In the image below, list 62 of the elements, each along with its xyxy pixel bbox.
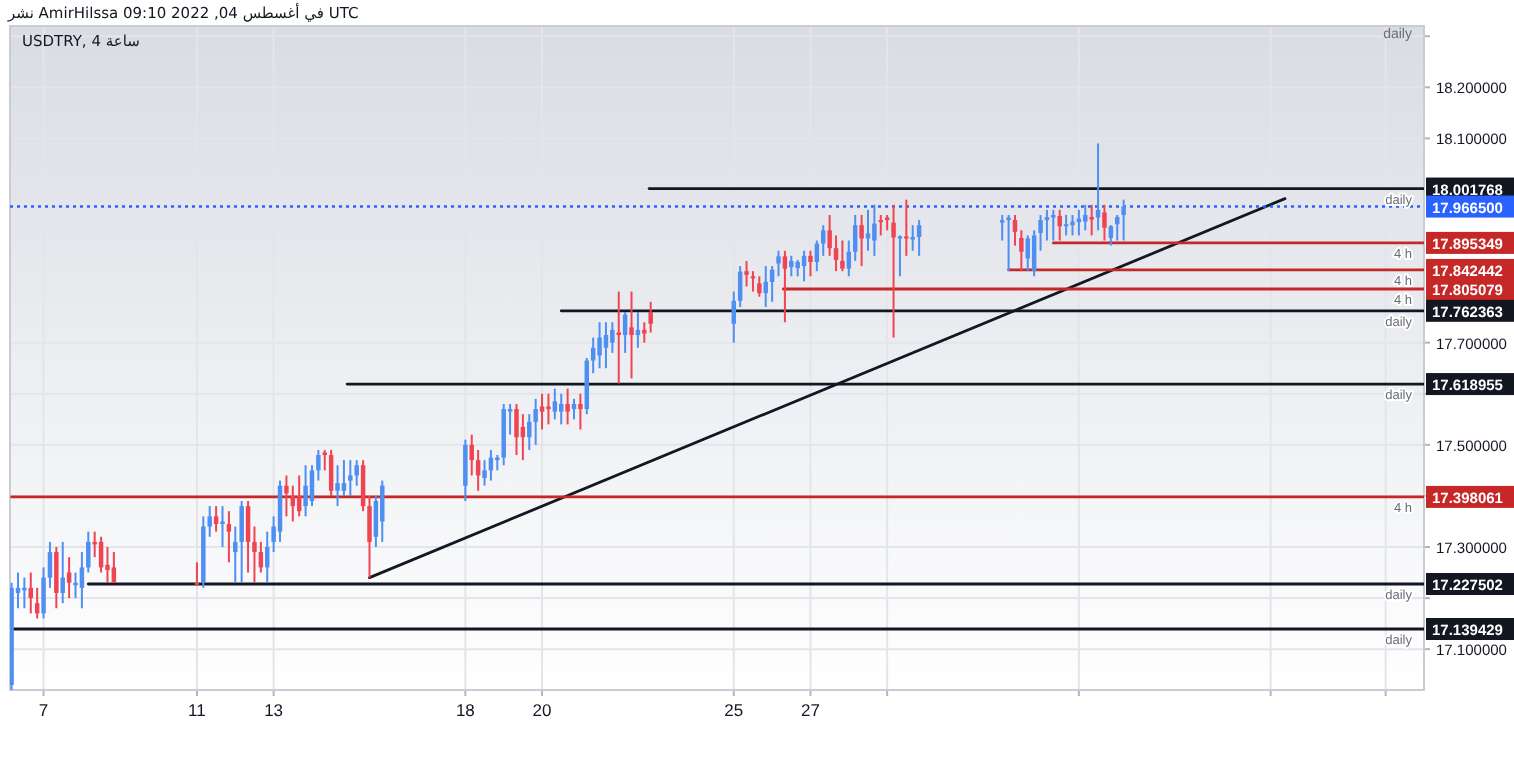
candlestick: [597, 321, 602, 370]
candlestick: [616, 290, 621, 385]
candlestick: [533, 397, 538, 446]
candlestick: [1083, 203, 1088, 232]
candlestick: [220, 505, 225, 548]
candlestick: [782, 249, 788, 324]
candlestick: [872, 203, 877, 257]
candlestick: [558, 392, 564, 426]
candlestick: [744, 259, 749, 288]
candlestick: [1057, 208, 1062, 242]
candlestick: [629, 290, 634, 380]
candlestick: [22, 576, 27, 610]
candlestick: [1089, 203, 1094, 237]
candlestick: [789, 254, 794, 278]
candlestick: [213, 505, 219, 533]
x-tick-label: 7: [38, 700, 49, 720]
x-tick-label: 20: [532, 700, 553, 720]
x-tick-label: 27: [801, 700, 821, 720]
candlestick: [60, 540, 65, 605]
candlestick: [904, 198, 909, 257]
candlestick: [1121, 198, 1126, 242]
candlestick: [514, 402, 519, 457]
candlestick: [226, 510, 232, 564]
candlestick: [1070, 213, 1075, 237]
candlestick: [335, 464, 340, 508]
candlestick: [546, 392, 551, 426]
candlestick: [578, 392, 583, 431]
candlestick: [54, 545, 59, 610]
candlestick: [1006, 213, 1011, 273]
x-tick-label: 25: [724, 700, 744, 720]
candlestick: [552, 387, 558, 421]
candlestick: [916, 219, 922, 257]
candlestick: [284, 474, 289, 518]
candlestick: [565, 387, 570, 426]
candlestick: [603, 321, 609, 370]
candlestick: [891, 203, 896, 339]
candlestick: [808, 249, 813, 278]
x-tick-label: 13: [264, 700, 284, 720]
candlestick: [999, 213, 1005, 242]
x-tick-label: 18: [455, 700, 476, 720]
candlestick: [239, 500, 244, 584]
candlestick: [92, 530, 97, 559]
candlestick: [303, 464, 308, 518]
candlestick: [763, 265, 768, 308]
candlestick: [1025, 234, 1030, 273]
candlestick: [1095, 142, 1101, 232]
candlestick: [1102, 203, 1107, 242]
candlestick: [859, 213, 864, 268]
candlestick: [105, 545, 110, 584]
candlestick: [328, 448, 334, 497]
candlestick: [757, 275, 762, 298]
candlestick: [73, 571, 78, 600]
candlestick: [840, 239, 845, 273]
x-tick-label: 11: [188, 700, 207, 720]
candlestick: [380, 479, 385, 543]
candlestick: [1051, 208, 1056, 242]
candlestick: [910, 224, 915, 252]
candlestick: [776, 249, 781, 278]
candlestick: [348, 459, 353, 497]
candlestick: [463, 438, 468, 503]
candlestick: [111, 551, 117, 584]
candlestick: [341, 459, 347, 497]
